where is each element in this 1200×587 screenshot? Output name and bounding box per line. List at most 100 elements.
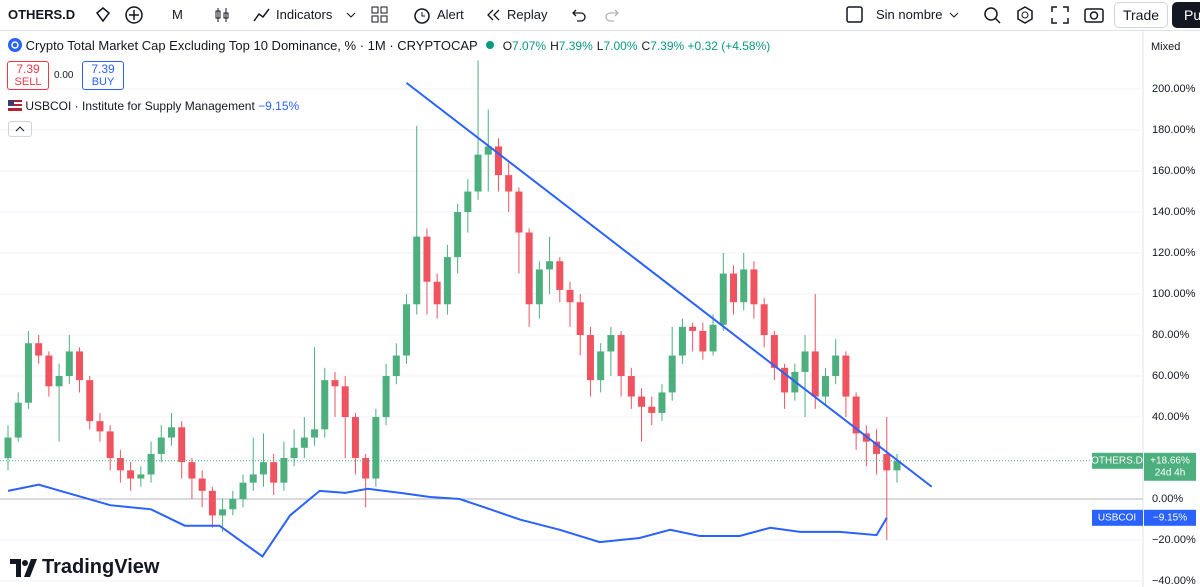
icon[interactable]: [212, 5, 232, 25]
candle-body: [249, 474, 257, 483]
icon[interactable]: [845, 5, 865, 25]
sell-button[interactable]: 7.39 SELL: [7, 61, 49, 90]
candle-body: [147, 453, 155, 475]
candle-body: [35, 343, 43, 356]
price-tag-name-text: OTHERS.D: [1091, 455, 1143, 466]
price-tag-name: [1092, 452, 1143, 469]
candle-body: [668, 355, 676, 393]
buy-price: 7.39: [91, 62, 115, 76]
ohlc-key: L: [596, 39, 604, 53]
candle-body: [321, 380, 329, 430]
ohlc-value: 7.39%: [558, 39, 593, 53]
candle-body: [484, 146, 492, 155]
candle-body: [678, 326, 686, 356]
candle-body: [423, 236, 431, 282]
ohlc-value: 7.39%: [650, 39, 685, 53]
symbol[interactable]: OTHERS.D: [8, 7, 76, 22]
interval[interactable]: M: [172, 7, 183, 22]
indicator-line: [7, 483, 888, 558]
icon[interactable]: [252, 5, 272, 25]
candle-body: [403, 304, 411, 356]
spread: 0.00: [54, 70, 74, 81]
candle-body: [86, 380, 94, 422]
candle-body: [239, 482, 247, 500]
candle-body: [300, 437, 308, 448]
candle-body: [372, 417, 380, 479]
ohlc-key: O: [502, 39, 513, 53]
candle-body: [832, 355, 840, 377]
icon[interactable]: [1015, 5, 1035, 25]
candle-body: [586, 335, 594, 381]
layout-name[interactable]: Sin nombre: [876, 7, 943, 22]
legend-title: Crypto Total Market Cap Excluding Top 10…: [25, 38, 478, 53]
y-tick-label: −20.00%: [1152, 534, 1196, 546]
candle-body: [76, 351, 84, 381]
icon[interactable]: [370, 5, 390, 25]
indicator-title: USBCOI · Institute for Supply Management: [25, 99, 255, 113]
icon[interactable]: [603, 5, 623, 25]
candle-body: [842, 355, 850, 397]
icon[interactable]: [1050, 5, 1070, 25]
candle-body: [259, 462, 267, 475]
indicators[interactable]: Indicators: [276, 7, 333, 22]
candle-body: [137, 474, 145, 479]
candle-body: [893, 460, 901, 471]
candle-body: [699, 330, 707, 352]
icon[interactable]: [1083, 5, 1105, 25]
publish-button[interactable]: Pu: [1172, 2, 1200, 28]
brand: TradingView: [10, 556, 159, 579]
candle-body: [515, 191, 523, 233]
replay[interactable]: Replay: [507, 7, 548, 22]
trendline: [405, 82, 933, 488]
candle-body: [556, 261, 564, 290]
trade-button[interactable]: Trade: [1114, 2, 1168, 28]
candle-body: [689, 326, 697, 331]
ohlc-value: 7.00%: [603, 39, 638, 53]
candle-body: [351, 417, 359, 459]
icon[interactable]: [982, 5, 1002, 25]
candle-body: [443, 257, 451, 305]
alert[interactable]: Alert: [437, 7, 464, 22]
candle-body: [781, 367, 789, 393]
icon[interactable]: [345, 5, 357, 25]
candle-body: [627, 376, 635, 397]
sell-price: 7.39: [16, 62, 40, 76]
candle-body: [290, 447, 298, 459]
icon[interactable]: [93, 5, 113, 25]
candle-body: [14, 402, 22, 438]
ohlc-value: 7.07%: [512, 39, 547, 53]
candle-body: [852, 396, 860, 434]
brand-name: TradingView: [42, 556, 160, 578]
candle-body: [821, 376, 829, 397]
buy-button[interactable]: 7.39 BUY: [82, 61, 124, 90]
candle-body: [638, 396, 646, 407]
candle-body: [96, 421, 104, 432]
candle-body: [280, 458, 288, 483]
y-tick-label: 40.00%: [1152, 411, 1190, 423]
candle-body: [229, 499, 237, 510]
indicator-value: −9.15%: [258, 99, 300, 113]
ohlc-key: C: [641, 39, 651, 53]
candle-body: [106, 431, 114, 459]
collapse-button[interactable]: [8, 121, 32, 137]
candle-body: [178, 427, 186, 463]
logo: [10, 558, 37, 577]
legend: Crypto Total Market Cap Excluding Top 10…: [8, 38, 770, 53]
icon[interactable]: [412, 5, 432, 25]
icon[interactable]: [948, 5, 960, 25]
candle-body: [311, 429, 319, 438]
y-tick-label: 160.00%: [1152, 165, 1196, 177]
ohlc-key: H: [550, 39, 559, 53]
icon[interactable]: [568, 5, 588, 25]
sell-label: SELL: [14, 76, 42, 88]
candle-body: [188, 462, 196, 479]
y-tick-label: 100.00%: [1152, 288, 1196, 300]
icon[interactable]: [123, 4, 145, 26]
candle-body: [597, 351, 605, 381]
candle-body: [208, 490, 216, 516]
status-dot: [486, 41, 495, 49]
candle-body: [525, 232, 533, 305]
scale-mode[interactable]: Mixed: [1151, 41, 1181, 53]
icon[interactable]: [484, 5, 502, 25]
